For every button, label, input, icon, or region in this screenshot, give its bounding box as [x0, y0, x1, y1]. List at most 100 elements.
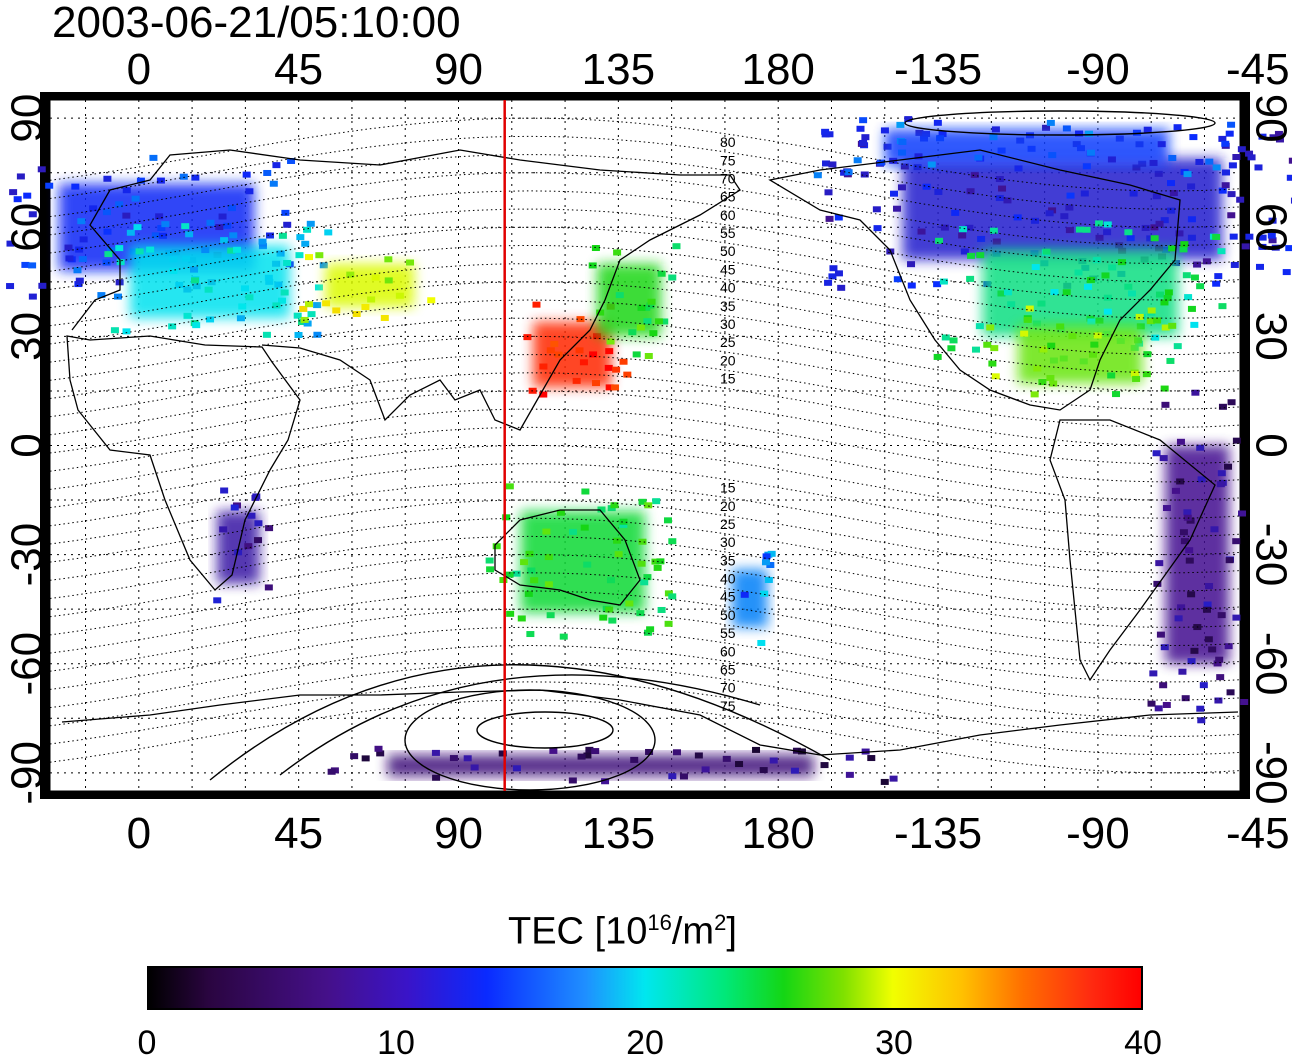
tec-pixel — [759, 767, 768, 774]
tec-pixel — [1080, 190, 1089, 197]
tec-pixel — [1060, 213, 1069, 220]
tec-pixel — [1221, 182, 1230, 189]
tec-pixel — [1115, 242, 1124, 249]
tec-pixel — [762, 553, 771, 560]
tec-pixel — [1230, 261, 1239, 268]
tec-pixel — [449, 755, 458, 762]
tec-pixel — [122, 328, 131, 335]
tec-pixel — [395, 292, 404, 299]
tec-pixel — [1039, 346, 1048, 353]
tec-pixel — [637, 304, 646, 311]
tec-pixel — [1135, 313, 1144, 320]
tec-pixel — [605, 348, 614, 355]
tec-pixel — [1183, 514, 1192, 521]
south-pole-contour-outer — [279, 674, 761, 776]
tec-pixel — [1232, 614, 1241, 621]
tec-pixel — [151, 232, 160, 239]
tec-pixel — [1038, 379, 1047, 386]
tec-pixel — [701, 766, 710, 773]
magnetic-contour — [49, 372, 1241, 447]
tec-pixel — [1166, 357, 1175, 364]
tec-pixel — [824, 189, 833, 196]
tec-pixel — [825, 215, 834, 222]
tec-pixel — [668, 274, 677, 281]
contour-label: 15 — [720, 480, 736, 496]
tec-data — [6, 116, 1292, 785]
tec-pixel — [1167, 207, 1176, 214]
tec-pixel — [1258, 133, 1267, 140]
tec-pixel — [893, 205, 902, 212]
tec-pixel — [549, 747, 558, 754]
tec-pixel — [974, 154, 983, 161]
tec-pixel — [1218, 303, 1227, 310]
tec-pixel — [1271, 244, 1280, 251]
tec-pixel — [604, 364, 613, 371]
tec-pixel — [110, 327, 119, 334]
tick-bottom: 0 — [127, 809, 151, 858]
tec-pixel — [1175, 230, 1184, 237]
tec-pixel — [1183, 509, 1192, 516]
tec-pixel — [1150, 235, 1159, 242]
tec-pixel — [722, 755, 731, 762]
tec-pixel — [992, 238, 1001, 245]
tec-pixel — [190, 266, 199, 273]
tec-pixel — [23, 192, 32, 199]
south-pole-contour-inner — [476, 711, 614, 749]
tec-pixel — [1171, 487, 1180, 494]
tec-pixel — [640, 579, 649, 586]
tec-pixel — [577, 753, 586, 760]
colorbar-tick: 30 — [875, 1024, 913, 1062]
tec-pixel — [628, 329, 637, 336]
magnetic-contour — [49, 590, 1241, 665]
magnetic-contour — [49, 354, 1241, 428]
tec-pixel — [636, 610, 645, 617]
tec-pixel — [116, 259, 125, 266]
tec-region-australia — [485, 483, 677, 640]
tec-pixel — [760, 590, 769, 597]
tec-pixel — [636, 324, 645, 331]
tec-pixel — [79, 236, 88, 243]
tec-pixel — [630, 756, 639, 763]
tec-pixel — [245, 294, 254, 301]
tec-pixel — [89, 205, 98, 212]
tec-pixel — [1129, 190, 1138, 197]
tec-pixel — [668, 593, 677, 600]
tec-pixel — [1124, 229, 1133, 236]
tec-pixel — [227, 247, 236, 254]
tec-pixel — [265, 232, 274, 239]
tec-pixel — [1167, 180, 1176, 187]
tec-pixel — [986, 324, 995, 331]
tec-pixel — [520, 559, 529, 566]
magnetic-contour — [49, 335, 1241, 410]
tec-pixel — [951, 209, 960, 216]
magnetic-contour — [49, 517, 1241, 592]
tec-pixel — [506, 610, 515, 617]
tec-pixel — [1168, 322, 1177, 329]
tec-pixel — [1184, 294, 1193, 301]
tec-pixel — [303, 320, 312, 327]
tec-pixel — [75, 277, 84, 284]
tec-pixel — [605, 606, 614, 613]
tec-pixel — [1187, 183, 1196, 190]
tec-pixel — [1161, 401, 1170, 408]
magnetic-contour — [49, 463, 1241, 537]
tec-pixel — [988, 360, 997, 367]
tec-pixel — [427, 297, 436, 304]
tec-pixel — [581, 488, 590, 495]
tec-pixel — [900, 163, 909, 170]
tec-pixel — [546, 612, 555, 619]
contour-label: 45 — [720, 589, 736, 605]
tec-pixel — [1169, 190, 1178, 197]
tec-pixel — [971, 346, 980, 353]
contour-label: 80 — [720, 134, 736, 150]
tec-pixel — [374, 745, 383, 752]
tec-pixel — [1203, 601, 1212, 608]
tec-pixel — [1149, 159, 1158, 166]
magnetic-contour — [49, 681, 1241, 756]
tec-pixel — [1161, 324, 1170, 331]
tec-pixel — [1075, 226, 1084, 233]
tec-pixel — [149, 154, 158, 161]
tec-pixel — [1151, 334, 1160, 341]
tec-pixel — [1187, 658, 1196, 665]
tec-pixel — [280, 289, 289, 296]
